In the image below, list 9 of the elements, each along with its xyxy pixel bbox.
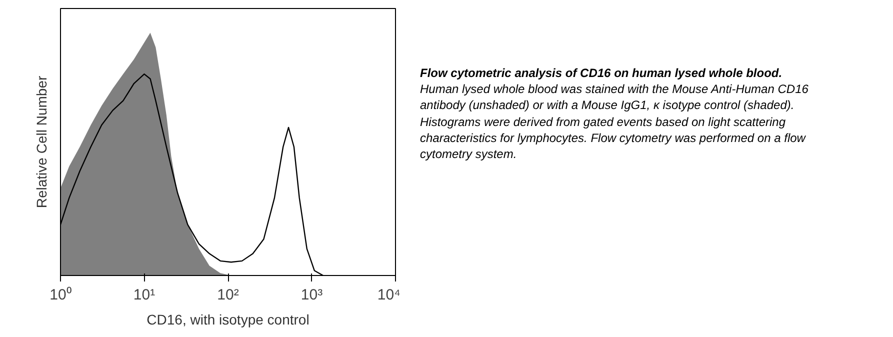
x-tick-label: 10⁰ [50,286,72,304]
y-axis-title: Relative Cell Number [34,76,50,208]
x-tick-label: 10¹ [133,286,156,304]
text: Human lysed whole blood was stained with the Mouse Anti-Human CD16 antibody (unshaded) or with a Mouse IgG1, κ isotype control (shaded). Histograms were derived from gated events based on light scattering characteristics for lymphocytes. Flow cytometry was performed on a flow cytometry system. [420,82,808,161]
text: Flow cytometric analysis of CD16 on human lysed whole blood. [420,66,782,80]
x-axis-title: CD16, with isotype control [146,312,310,328]
x-tick-label: 10⁴ [377,286,401,304]
x-tick-label: 10³ [300,286,323,304]
x-tick-label: 10² [217,286,239,304]
